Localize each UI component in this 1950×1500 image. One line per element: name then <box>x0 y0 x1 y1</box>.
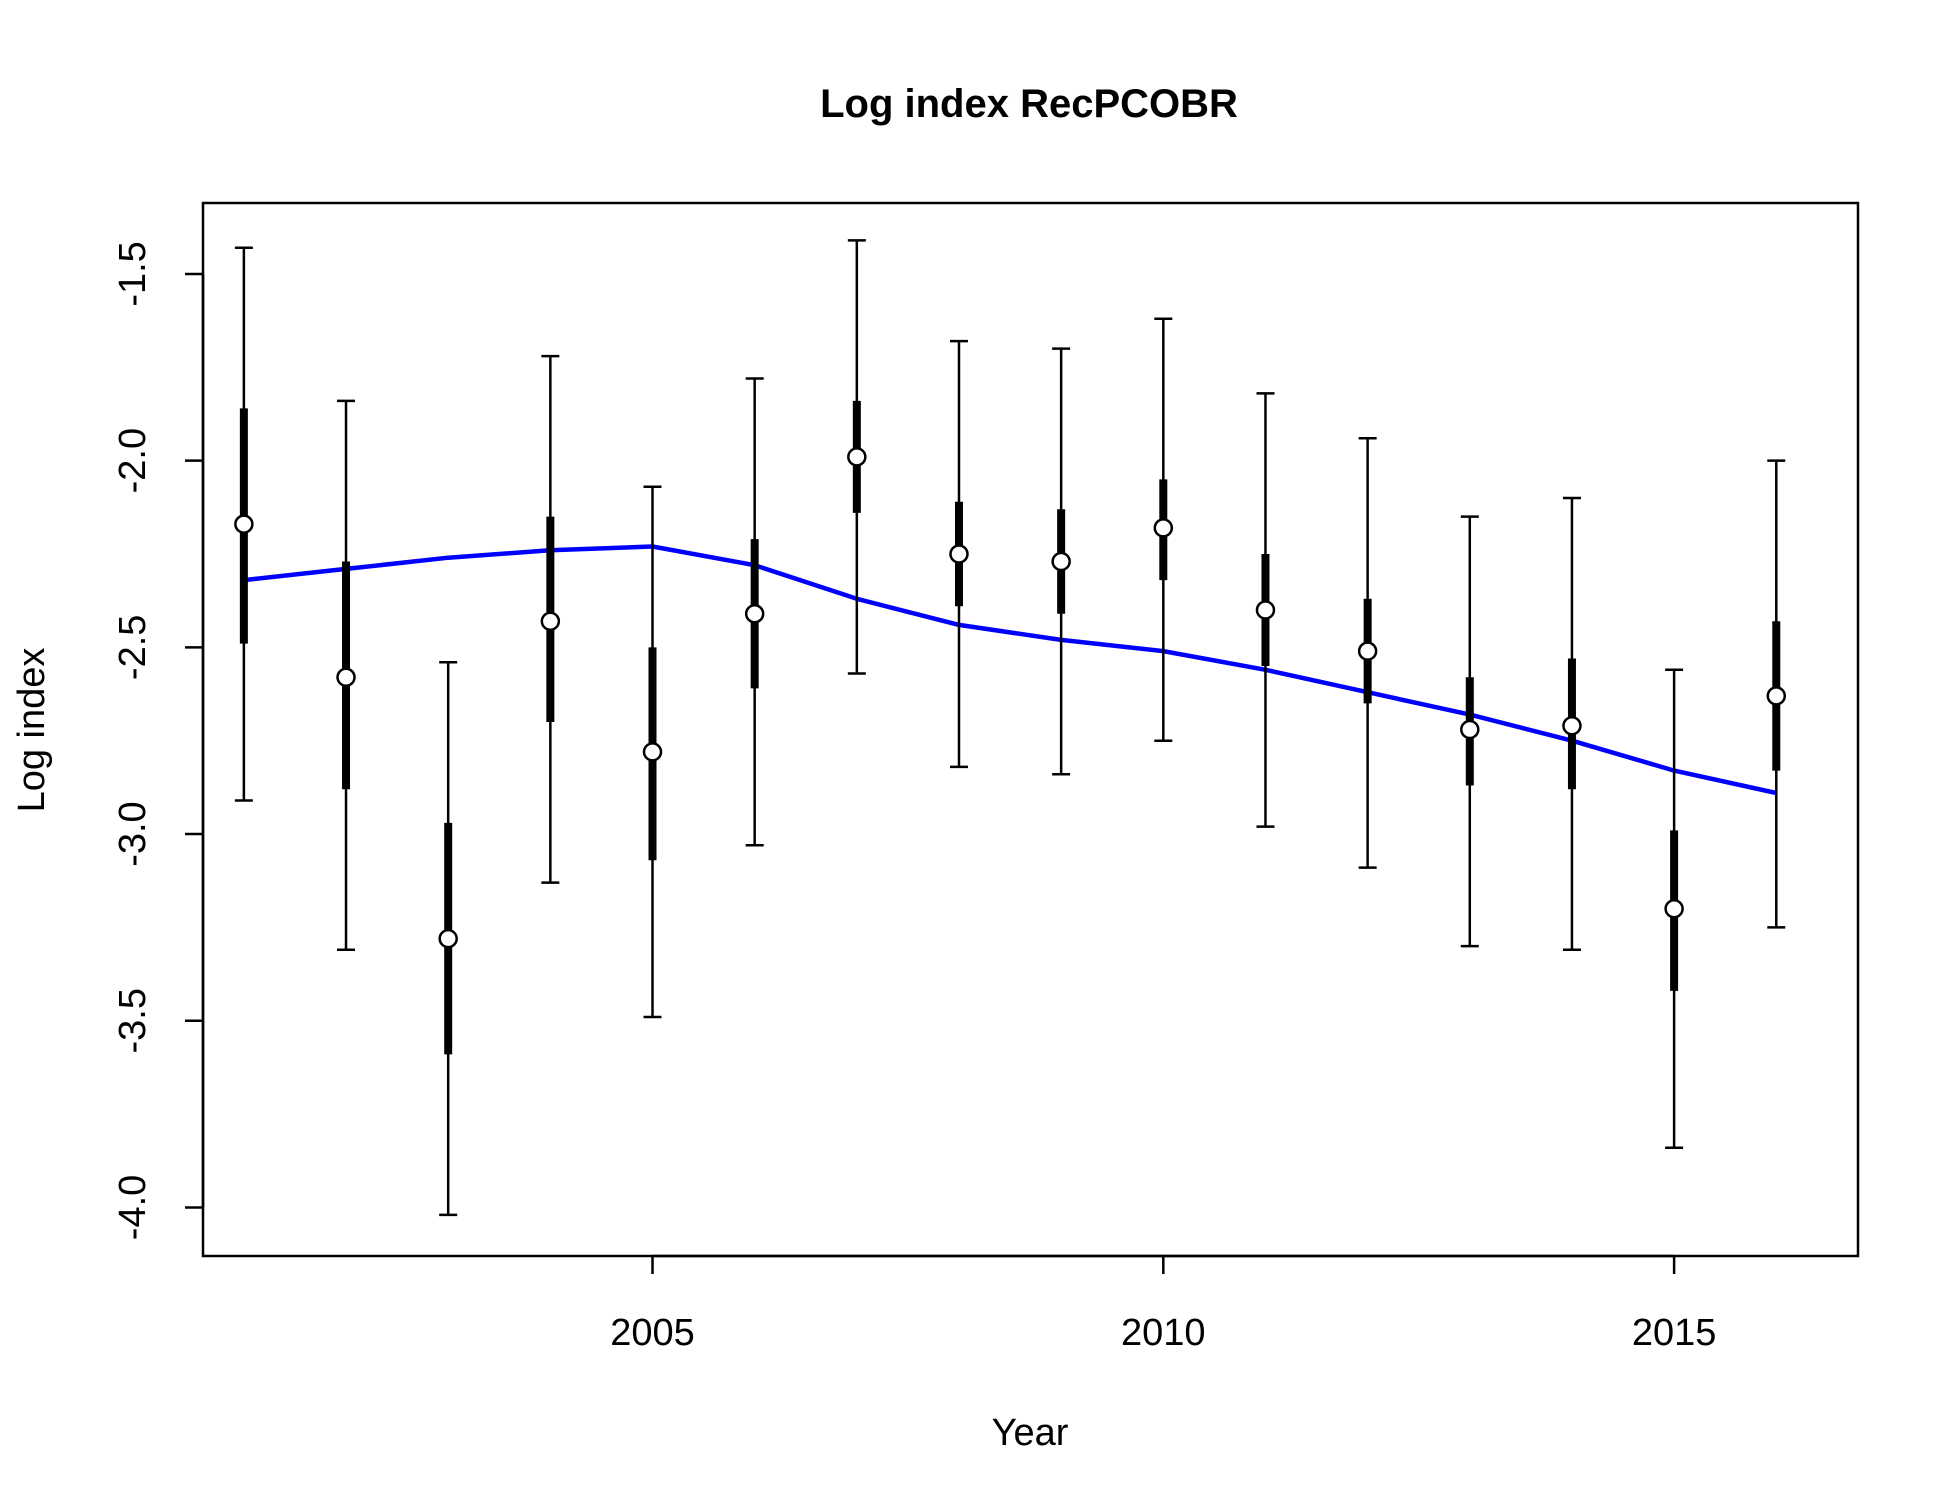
x-axis: 2005 2010 2015 <box>610 1254 1717 1354</box>
y-tick-label: -3.5 <box>112 988 154 1053</box>
y-tick-label: -4.0 <box>112 1175 154 1240</box>
y-tick-label: -1.5 <box>112 241 154 306</box>
y-axis: -1.5 -2.0 -2.5 -3.0 -3.5 -4.0 <box>112 241 205 1240</box>
data-point <box>1664 898 1684 919</box>
y-axis-label: Log index <box>11 648 53 813</box>
fit-line <box>243 544 1777 796</box>
data-point <box>847 447 867 467</box>
data-point <box>1051 551 1071 572</box>
data-point <box>1460 719 1480 740</box>
data-point <box>949 544 969 564</box>
y-tick-label: -2.5 <box>112 615 154 680</box>
points-layer <box>234 447 1787 949</box>
data-point <box>438 928 458 949</box>
data-point <box>1766 686 1787 706</box>
x-tick-label: 2015 <box>1632 1312 1717 1354</box>
data-point <box>336 667 356 687</box>
data-point <box>234 514 254 534</box>
x-axis-label: Year <box>992 1412 1069 1454</box>
data-point <box>540 611 561 631</box>
data-point <box>642 742 663 762</box>
data-point <box>744 603 765 624</box>
data-point <box>1357 641 1378 661</box>
y-tick-label: -2.0 <box>112 428 154 493</box>
chart-title: Log index RecPCOBR <box>820 82 1238 126</box>
fit-line-layer <box>243 544 1777 796</box>
y-tick-label: -3.0 <box>112 801 154 866</box>
data-point <box>1562 716 1582 736</box>
x-tick-label: 2010 <box>1121 1312 1206 1354</box>
data-point <box>1153 518 1174 538</box>
x-tick-label: 2005 <box>610 1312 695 1354</box>
data-point <box>1255 600 1276 620</box>
